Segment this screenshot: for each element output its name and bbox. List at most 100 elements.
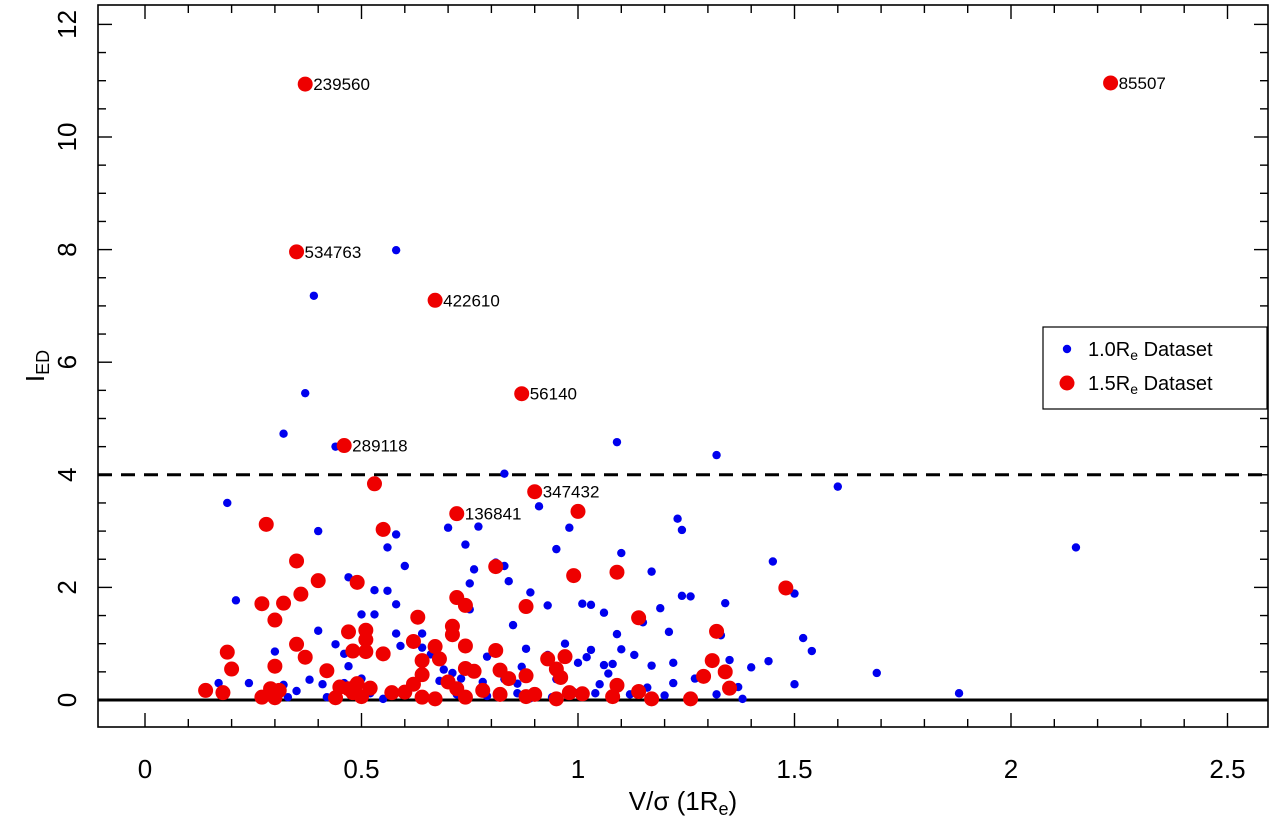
data-point (578, 599, 587, 608)
data-point (570, 503, 586, 519)
series-1-5re (198, 75, 1119, 707)
data-point (289, 553, 305, 569)
data-point (449, 506, 465, 522)
data-point (609, 677, 625, 693)
data-point (778, 580, 794, 596)
data-point (336, 438, 352, 454)
data-point (314, 626, 323, 635)
data-point (669, 658, 678, 668)
data-point (414, 689, 430, 705)
data-point (354, 689, 369, 705)
data-point (712, 450, 721, 460)
data-point (457, 638, 473, 654)
data-point (305, 675, 314, 684)
data-point (565, 523, 574, 532)
data-point (444, 627, 460, 643)
point-annotation: 289118 (352, 437, 407, 456)
y-axis-title: IED (20, 350, 53, 382)
data-point (223, 498, 232, 508)
data-point (391, 600, 401, 609)
data-point (747, 663, 756, 672)
data-point (357, 610, 366, 619)
data-point (647, 567, 656, 576)
point-annotation: 85507 (1119, 74, 1166, 93)
data-point (457, 597, 473, 613)
data-point (543, 601, 552, 610)
data-point (267, 612, 283, 628)
data-point (198, 682, 214, 698)
data-point (591, 689, 600, 698)
data-point (725, 655, 734, 665)
data-point (378, 694, 388, 704)
data-point (673, 514, 682, 523)
legend-box (1042, 326, 1268, 410)
data-point (798, 633, 808, 643)
data-point (574, 686, 590, 702)
data-point (301, 388, 310, 398)
data-point (319, 663, 335, 679)
data-point (696, 668, 712, 684)
data-point (331, 640, 340, 649)
data-point (475, 682, 491, 698)
data-point (677, 591, 687, 601)
data-point (341, 624, 357, 640)
data-point (461, 540, 470, 549)
data-point (566, 568, 582, 584)
y-tick-label: 4 (52, 468, 82, 482)
data-point (612, 629, 622, 639)
data-point (341, 681, 357, 697)
data-point (722, 680, 738, 696)
data-point (630, 650, 639, 660)
data-point (375, 646, 391, 662)
x-axis-title: V/σ (1Re) (629, 786, 737, 819)
data-point (526, 588, 535, 597)
y-tick-label: 2 (52, 580, 82, 594)
data-point (492, 686, 508, 702)
point-annotation: 136841 (465, 505, 522, 524)
data-point (518, 599, 534, 615)
data-point (383, 586, 392, 595)
data-point (599, 660, 609, 670)
data-point (548, 691, 564, 707)
data-point (617, 645, 626, 654)
data-point (644, 691, 660, 707)
data-point (573, 658, 583, 668)
y-tick-label: 8 (52, 242, 82, 256)
data-point (469, 565, 479, 574)
data-point (384, 685, 400, 701)
data-point (314, 526, 323, 536)
data-point (283, 692, 293, 702)
data-point (270, 647, 280, 656)
x-tick-label: 2.5 (1209, 754, 1245, 784)
data-point (417, 643, 427, 652)
data-point (501, 671, 517, 687)
data-point (540, 651, 556, 667)
data-point (552, 544, 561, 554)
data-point (370, 586, 379, 595)
data-point (872, 668, 881, 678)
data-point (310, 573, 326, 589)
point-annotation: 347432 (543, 483, 600, 502)
data-point (391, 530, 401, 539)
data-point (244, 678, 254, 688)
point-annotation: 422610 (443, 291, 500, 310)
data-point (669, 678, 678, 688)
data-point (328, 690, 344, 706)
data-point (427, 639, 443, 655)
data-point (344, 662, 353, 671)
data-point (400, 561, 409, 571)
data-point (276, 595, 292, 611)
data-point (397, 684, 413, 700)
plot-frame (97, 4, 1269, 728)
data-point (366, 476, 382, 492)
data-point (214, 678, 223, 688)
data-point (683, 691, 699, 707)
data-point (527, 484, 543, 500)
data-point (764, 656, 773, 666)
data-point (358, 632, 374, 648)
data-point (534, 502, 544, 511)
legend-marker-1-5re (1059, 375, 1075, 391)
data-point (1071, 543, 1081, 552)
data-point (254, 596, 270, 612)
data-point (231, 596, 241, 605)
